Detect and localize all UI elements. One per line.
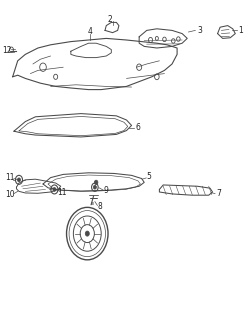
Text: 1: 1: [237, 26, 242, 35]
Text: 9: 9: [103, 186, 108, 195]
Text: 12: 12: [2, 46, 12, 55]
Circle shape: [85, 231, 89, 236]
Text: 7: 7: [215, 189, 220, 198]
Text: 3: 3: [197, 26, 202, 35]
Circle shape: [94, 180, 98, 185]
Text: 6: 6: [135, 124, 140, 132]
Text: 8: 8: [97, 202, 102, 211]
Circle shape: [53, 188, 56, 191]
Text: 10: 10: [5, 190, 15, 199]
Circle shape: [17, 178, 20, 182]
Circle shape: [93, 185, 96, 189]
Text: 11: 11: [5, 173, 15, 182]
Text: 5: 5: [146, 172, 151, 181]
Text: 11: 11: [57, 188, 67, 197]
Text: 4: 4: [87, 28, 92, 36]
Text: 2: 2: [107, 15, 112, 24]
